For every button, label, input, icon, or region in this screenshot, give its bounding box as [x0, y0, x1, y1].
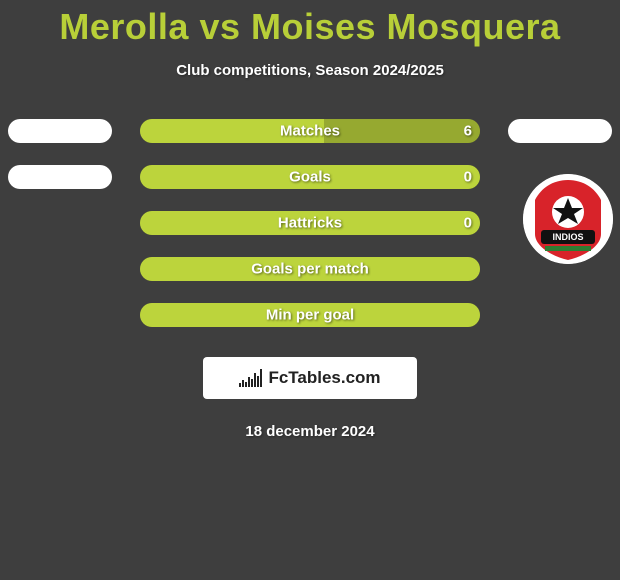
- stat-bar: Goals: [140, 165, 480, 189]
- stat-bar-right: [324, 119, 480, 143]
- club-badge-right: INDIOS: [523, 174, 613, 264]
- stat-value-right: 6: [464, 123, 472, 140]
- date-text: 18 december 2024: [0, 423, 620, 440]
- stat-value-right: 0: [464, 215, 472, 232]
- watermark: FcTables.com: [203, 357, 417, 399]
- svg-text:INDIOS: INDIOS: [552, 232, 583, 242]
- stat-bar-left: [140, 119, 324, 143]
- stat-bar-left: [140, 303, 480, 327]
- stat-bar: Goals per match: [140, 257, 480, 281]
- stat-bar-left: [140, 165, 480, 189]
- watermark-text: FcTables.com: [268, 368, 380, 388]
- stat-row: Min per goal: [0, 303, 620, 327]
- club-badge-icon: INDIOS: [523, 174, 613, 264]
- player-pill-right: [508, 119, 612, 143]
- stat-bar-left: [140, 257, 480, 281]
- player-pill-left: [8, 119, 112, 143]
- stat-bar-left: [140, 211, 480, 235]
- player-pill-left: [8, 165, 112, 189]
- comparison-infographic: Merolla vs Moises Mosquera Club competit…: [0, 0, 620, 580]
- stat-bar: Hattricks: [140, 211, 480, 235]
- stat-bar: Min per goal: [140, 303, 480, 327]
- watermark-chart-icon: [239, 369, 262, 387]
- stat-row: Goals per match: [0, 257, 620, 281]
- page-subtitle: Club competitions, Season 2024/2025: [0, 62, 620, 79]
- page-title: Merolla vs Moises Mosquera: [0, 0, 620, 48]
- stat-bar: Matches: [140, 119, 480, 143]
- stat-row: Goals0: [0, 165, 620, 189]
- stat-row: 7Matches6: [0, 119, 620, 143]
- stat-value-right: 0: [464, 169, 472, 186]
